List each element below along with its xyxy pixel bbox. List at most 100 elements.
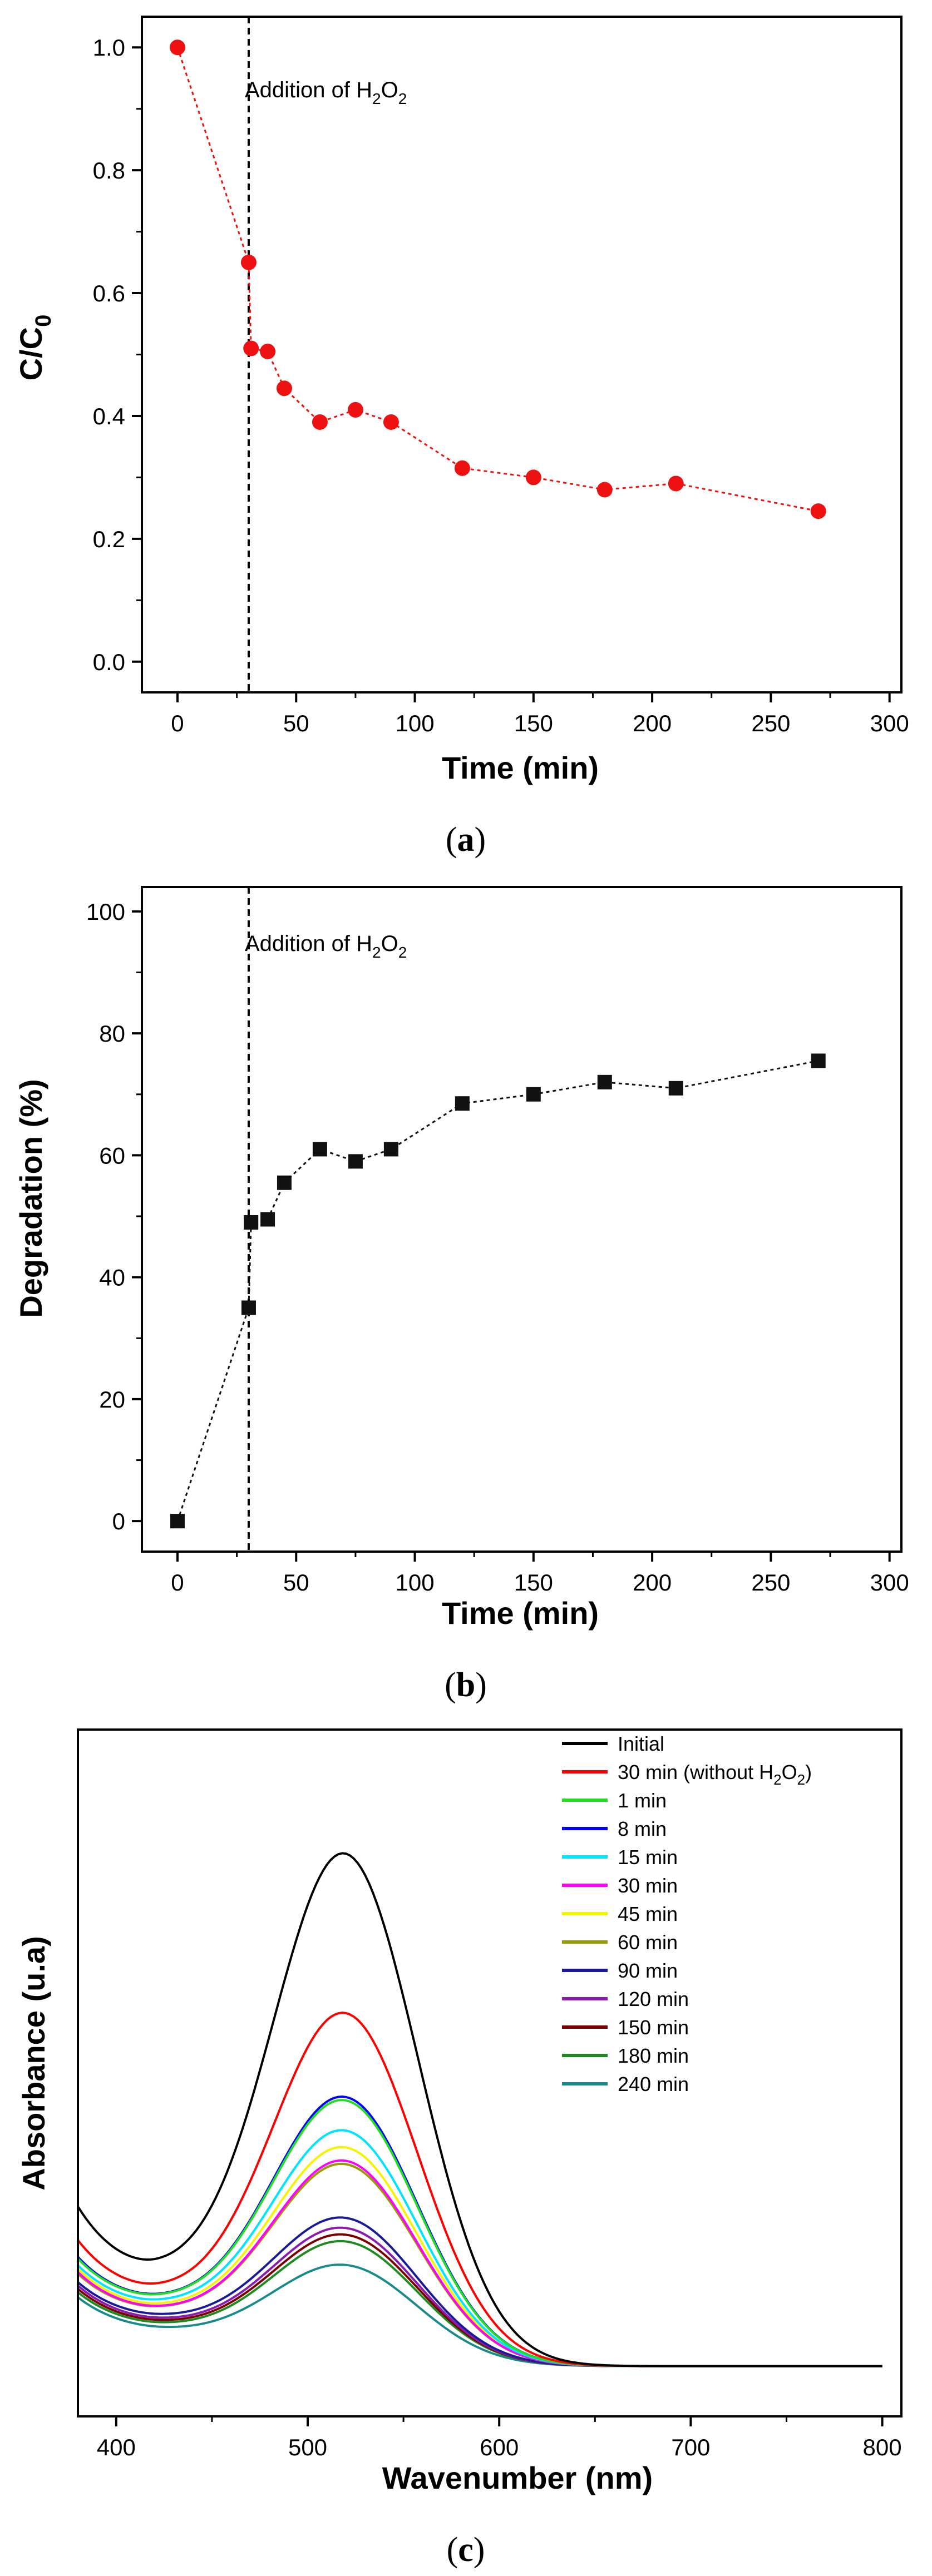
panel-b-data-point xyxy=(312,1142,327,1157)
legend-label: 90 min xyxy=(618,1959,678,1982)
panel-b-y-tick-label: 100 xyxy=(86,899,125,925)
panel-b-y-tick-label: 0 xyxy=(112,1508,125,1534)
panel-a-data-point xyxy=(240,254,257,270)
panel-a-data-point xyxy=(668,475,684,492)
panel-b-data-point xyxy=(260,1212,275,1227)
panel-c-y-axis-title: Absorbance (u.a) xyxy=(16,1936,51,2190)
panel-c-ticks: 400 500 600 700 800 xyxy=(97,2416,902,2460)
panel-a-h2o2-annotation: Addition of H2O2 xyxy=(245,78,407,107)
panel-a-series-line xyxy=(176,47,818,512)
panel-a-x-tick-label: 300 xyxy=(870,710,909,736)
panel-b-data-point xyxy=(244,1215,259,1230)
panel-c-frame xyxy=(77,1728,903,2418)
panel-a-x-tick-label: 200 xyxy=(633,710,672,736)
legend-label: 1 min xyxy=(618,1789,667,1812)
panel-c-chart: 400 500 600 700 800 Initial 30 min (without H… xyxy=(16,1728,903,2569)
panel-a-data-point xyxy=(312,414,328,430)
panel-b-data-point xyxy=(348,1154,363,1169)
panel-a-data-point xyxy=(347,402,363,418)
panel-b-ticks: 0 50 100 150 200 250 300 0 20 40 60 80 100 xyxy=(86,899,909,1596)
panel-a-x-tick-label: 100 xyxy=(396,710,435,736)
legend-label: 240 min xyxy=(618,2073,689,2096)
panel-a-data-point xyxy=(810,503,826,519)
panel-a-x-tick-label: 0 xyxy=(171,710,184,736)
panel-c-caption: (c) xyxy=(447,2531,485,2569)
panel-b-data-point xyxy=(526,1087,541,1102)
spectrum-line xyxy=(77,2162,882,2367)
panel-b-x-axis-title: Time (min) xyxy=(442,1596,599,1631)
panel-b-y-tick-label: 20 xyxy=(99,1386,125,1413)
panel-a-data-point xyxy=(276,380,292,397)
panel-a-y-tick-label: 0.8 xyxy=(93,157,125,184)
panel-b-y-axis-title: Degradation (%) xyxy=(13,1079,48,1317)
panel-a-x-tick-label: 150 xyxy=(514,710,553,736)
panel-b-series-line xyxy=(176,1059,818,1522)
spectrum-line xyxy=(77,2233,882,2367)
panel-b-data-point xyxy=(811,1053,826,1068)
panel-a-y-tick-label: 0.0 xyxy=(93,649,125,675)
legend-label: 15 min xyxy=(618,1846,678,1869)
panel-c-legend: Initial 30 min (without H2O2)1 min 8 min 15… xyxy=(562,1732,812,2096)
panel-c-x-tick-label: 400 xyxy=(97,2434,136,2460)
panel-b-y-tick-label: 60 xyxy=(99,1142,125,1168)
panel-a-caption: (a) xyxy=(446,821,486,859)
panel-a-markers xyxy=(169,39,826,519)
panel-a-y-tick-label: 0.2 xyxy=(93,526,125,552)
panel-a-data-point xyxy=(525,469,541,486)
panel-a-data-point xyxy=(243,340,259,356)
panel-b-markers xyxy=(170,1053,826,1529)
spectrum-line xyxy=(77,1852,882,2367)
panel-b-caption: (b) xyxy=(445,1666,487,1704)
panel-c-spectra xyxy=(77,1852,882,2367)
panel-a-data-point xyxy=(169,39,185,56)
panel-b-h2o2-annotation: Addition of H2O2 xyxy=(245,932,407,961)
panel-b-chart: 0 50 100 150 200 250 300 0 20 40 60 80 100 Addition … xyxy=(13,886,909,1704)
panel-b-data-point xyxy=(597,1074,612,1089)
panel-b-data-point xyxy=(455,1096,470,1111)
panel-b-x-tick-label: 250 xyxy=(751,1569,790,1596)
panel-a-data-point xyxy=(260,343,276,359)
panel-a-frame xyxy=(141,16,903,693)
panel-b-y-tick-label: 40 xyxy=(99,1265,125,1291)
panel-b-x-tick-label: 100 xyxy=(396,1569,435,1596)
panel-a-data-point xyxy=(383,414,399,430)
legend-label: 45 min xyxy=(618,1903,678,1925)
panel-b-x-tick-label: 50 xyxy=(283,1569,309,1596)
panel-b-x-tick-label: 150 xyxy=(514,1569,553,1596)
panel-b-x-tick-label: 300 xyxy=(870,1569,909,1596)
panel-c-x-tick-label: 500 xyxy=(288,2434,327,2460)
panel-b-frame xyxy=(141,886,903,1553)
panel-c-x-axis-title: Wavenumber (nm) xyxy=(382,2460,653,2495)
panel-a-x-tick-label: 250 xyxy=(751,710,790,736)
panel-b-data-point xyxy=(383,1142,398,1157)
legend-label: 150 min xyxy=(618,2016,689,2039)
panel-b-data-point xyxy=(668,1081,683,1096)
panel-a-data-point xyxy=(454,460,470,476)
panel-a-x-axis-title: Time (min) xyxy=(442,750,599,785)
panel-b-data-point xyxy=(277,1175,292,1190)
panel-a-y-tick-label: 1.0 xyxy=(93,34,125,61)
panel-c-x-tick-label: 700 xyxy=(671,2434,710,2460)
spectrum-line xyxy=(77,2146,882,2367)
panel-a-y-axis-title: C/C0 xyxy=(13,315,56,381)
legend-label: 8 min xyxy=(618,1817,667,1840)
legend-label: 60 min xyxy=(618,1931,678,1954)
legend-label: Initial xyxy=(618,1732,664,1755)
panel-b-y-tick-label: 80 xyxy=(99,1021,125,1047)
panel-a-ticks: 0 50 100 150 200 250 300 0.0 0.2 0.4 0.6 0.8 1.0 xyxy=(93,34,909,736)
panel-c-x-tick-label: 600 xyxy=(480,2434,519,2460)
panel-a-data-point xyxy=(596,482,613,498)
panel-b-data-point xyxy=(241,1300,256,1315)
panel-b-data-point xyxy=(170,1514,185,1529)
panel-b-x-tick-label: 200 xyxy=(633,1569,672,1596)
legend-label: 30 min xyxy=(618,1874,678,1897)
panel-a-chart: 0 50 100 150 200 250 300 0.0 0.2 0.4 0.6 0.8 1.0 Add… xyxy=(13,16,909,859)
panel-b-x-tick-label: 0 xyxy=(171,1569,184,1596)
panel-c-x-tick-label: 800 xyxy=(863,2434,902,2460)
legend-label: 120 min xyxy=(618,1988,689,2010)
legend-label: 180 min xyxy=(618,2044,689,2067)
panel-a-y-tick-label: 0.4 xyxy=(93,403,125,429)
panel-a-x-tick-label: 50 xyxy=(283,710,309,736)
panel-a-y-tick-label: 0.6 xyxy=(93,280,125,306)
